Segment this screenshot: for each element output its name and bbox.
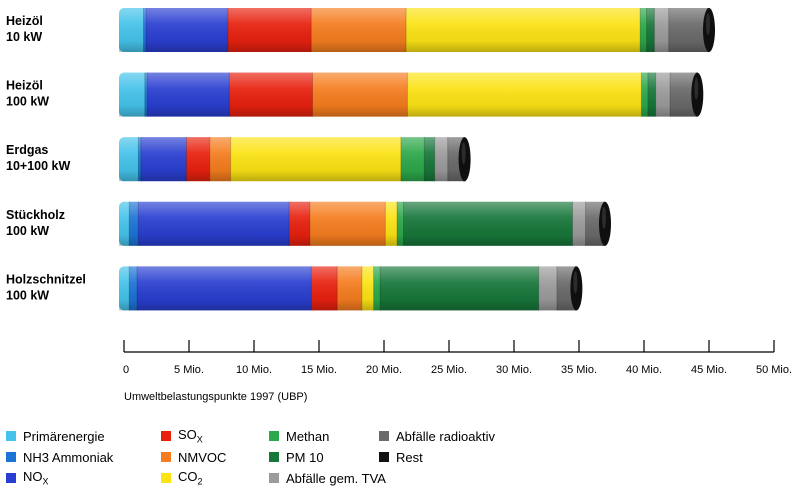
legend-item: Abfälle gem. TVA [269, 470, 386, 486]
legend-label: NMVOC [178, 449, 227, 465]
legend-label: Abfälle gem. TVA [286, 470, 386, 486]
legend-item: NH3 Ammoniak [6, 449, 113, 465]
bar-end-highlight [602, 206, 606, 229]
x-tick-label: 0 [123, 364, 129, 376]
bar-end-highlight [694, 77, 699, 100]
category-label-line1: Erdgas [6, 143, 48, 157]
legend-swatch [269, 473, 279, 483]
bars [119, 8, 715, 311]
legend-item: NMVOC [161, 449, 226, 465]
legend-swatch [161, 473, 171, 483]
legend-swatch [161, 452, 171, 462]
bar-row [119, 72, 704, 117]
x-tick-label: 30 Mio. [496, 364, 532, 376]
category-label-line2: 10 kW [6, 30, 42, 44]
category-label-line1: Stückholz [6, 208, 65, 222]
bar-row [119, 266, 583, 311]
bar-end-highlight [573, 271, 578, 294]
bar-shading [119, 201, 605, 246]
bar-end-cap [703, 8, 715, 52]
legend-item: Rest [379, 449, 423, 465]
legend-item: SOX [161, 427, 203, 445]
bar-shading [119, 8, 709, 52]
legend-swatch [269, 452, 279, 462]
x-tick-label: 40 Mio. [626, 364, 662, 376]
bar-end-cap [599, 201, 611, 246]
bar-row [119, 201, 611, 246]
bar-end-highlight [706, 13, 710, 35]
legend-swatch [269, 431, 279, 441]
legend-swatch [6, 473, 16, 483]
legend-item: Abfälle radioaktiv [379, 428, 495, 444]
legend-label: CO2 [178, 469, 203, 487]
chart: Heizöl 10 kW Heizöl 100 kW Erdgas 10+100 kW St… [6, 8, 792, 403]
legend-item: Methan [269, 428, 329, 444]
legend-swatch [161, 431, 171, 441]
category-label-line2: 10+100 kW [6, 159, 70, 173]
bar-end-highlight [461, 142, 466, 165]
category-label-line1: Heizöl [6, 14, 43, 28]
legend-label: Methan [286, 428, 330, 444]
legend-swatch [379, 431, 389, 441]
x-tick-label: 10 Mio. [236, 364, 272, 376]
bar-shading [119, 137, 465, 182]
x-tick-label: 45 Mio. [691, 364, 727, 376]
x-axis: 0 5 Mio. 10 Mio. 15 Mio. 20 Mio. 25 Mio. 30 Mi… [123, 340, 792, 376]
x-tick-label: 15 Mio. [301, 364, 337, 376]
bar-end-cap [570, 266, 583, 311]
legend-label: Abfälle radioaktiv [396, 428, 495, 444]
legend-label: NH3 Ammoniak [23, 449, 114, 465]
legend-label: NOX [23, 469, 49, 487]
legend-swatch [6, 431, 16, 441]
bar-row [119, 137, 471, 182]
bar-shading [119, 72, 698, 117]
legend-swatch [379, 452, 389, 462]
legend-item: NOX [6, 469, 49, 487]
category-label-line2: 100 kW [6, 224, 49, 238]
legend-item: CO2 [161, 469, 203, 487]
category-label-line2: 100 kW [6, 95, 49, 109]
bar-end-cap [691, 72, 704, 117]
legend-item: PM 10 [269, 449, 324, 465]
bar-end-cap [458, 137, 471, 182]
legend: Primärenergie NH3 Ammoniak NOX SOX NMVOC CO2 M… [6, 427, 566, 488]
x-tick-label: 5 Mio. [174, 364, 204, 376]
legend-swatch [6, 452, 16, 462]
legend-label: Primärenergie [23, 428, 105, 444]
category-labels: Heizöl 10 kW Heizöl 100 kW Erdgas 10+100 kW St… [6, 14, 86, 302]
x-tick-label: 50 Mio. [756, 364, 792, 376]
legend-item: Primärenergie [6, 428, 105, 444]
legend-label: PM 10 [286, 449, 324, 465]
category-label-line2: 100 kW [6, 288, 49, 302]
category-label-line1: Heizöl [6, 79, 43, 93]
legend-label: SOX [178, 427, 203, 445]
x-axis-title: Umweltbelastungspunkte 1997 (UBP) [124, 391, 307, 403]
x-tick-label: 35 Mio. [561, 364, 597, 376]
bar-shading [119, 266, 577, 311]
bar-row [119, 8, 715, 52]
x-tick-label: 25 Mio. [431, 364, 467, 376]
category-label-line1: Holzschnitzel [6, 272, 86, 286]
legend-label: Rest [396, 449, 423, 465]
x-tick-label: 20 Mio. [366, 364, 402, 376]
